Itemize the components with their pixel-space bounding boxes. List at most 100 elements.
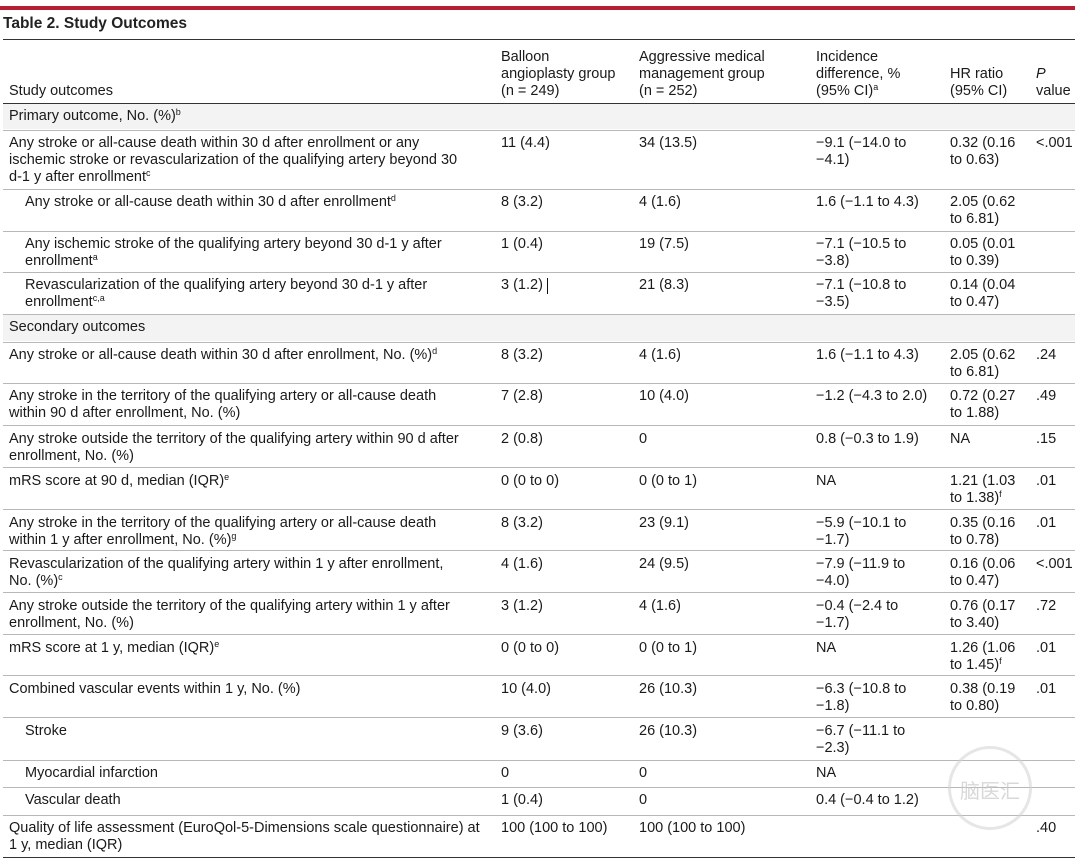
- outcome-label: Vascular death: [25, 792, 121, 808]
- p-value: .49: [1036, 388, 1057, 404]
- header-study-outcomes: Study outcomes: [9, 83, 113, 99]
- row-divider: [3, 717, 1075, 718]
- outcome-label: Any stroke outside the territory of the …: [9, 598, 450, 631]
- header-p-value: P value: [1036, 66, 1071, 99]
- aggressive-value: 0 (0 to 1): [639, 640, 698, 656]
- incidence-value: −6.3 (−10.8 to −1.8): [816, 681, 907, 714]
- outcome-label: Any stroke in the territory of the quali…: [9, 388, 437, 421]
- title-accent-bar: [0, 6, 1075, 10]
- balloon-value: 8 (3.2): [501, 194, 543, 210]
- hr-value: 0.35 (0.16 to 0.78): [950, 515, 1016, 548]
- incidence-value: −7.9 (−11.9 to −4.0): [816, 556, 906, 589]
- aggressive-value: 0: [639, 792, 648, 808]
- footnote-marker: c: [146, 168, 151, 178]
- footnote-marker: e: [214, 639, 220, 649]
- section-heading: Secondary outcomes: [9, 319, 146, 335]
- header-balloon: Balloon angioplasty group (n = 249): [501, 49, 616, 99]
- header-aggressive: Aggressive medical management group (n =…: [639, 49, 765, 99]
- row-divider: [3, 383, 1075, 384]
- row-divider: [3, 467, 1075, 468]
- table-bottom-rule: [3, 857, 1075, 858]
- balloon-value: 3 (1.2): [501, 277, 543, 293]
- outcome-label: Revascularization of the qualifying arte…: [9, 556, 444, 589]
- row-divider: [3, 675, 1075, 676]
- outcome-label: Any stroke or all-cause death within 30 …: [9, 135, 458, 185]
- incidence-value: −0.4 (−2.4 to −1.7): [816, 598, 899, 631]
- footnote-marker: b: [175, 107, 181, 117]
- incidence-value: −1.2 (−4.3 to 2.0): [816, 388, 928, 404]
- outcome-label: Stroke: [25, 723, 67, 739]
- row-divider: [3, 342, 1075, 343]
- balloon-value: 7 (2.8): [501, 388, 543, 404]
- hr-value: 0.72 (0.27 to 1.88): [950, 388, 1016, 421]
- hr-value: 1.26 (1.06 to 1.45)f: [950, 640, 1016, 673]
- balloon-value: 3 (1.2): [501, 598, 543, 614]
- row-divider: [3, 592, 1075, 593]
- aggressive-value: 26 (10.3): [639, 681, 698, 697]
- footnote-marker: c: [58, 572, 63, 582]
- header-bottom-rule: [3, 103, 1075, 104]
- incidence-value: 0.4 (−0.4 to 1.2): [816, 792, 919, 808]
- section-row-bg: [3, 315, 1075, 341]
- incidence-value: NA: [816, 765, 837, 781]
- aggressive-value: 23 (9.1): [639, 515, 689, 531]
- text-cursor: [547, 278, 548, 294]
- hr-value: NA: [950, 431, 971, 447]
- p-value: <.001: [1036, 556, 1073, 572]
- outcome-label: Quality of life assessment (EuroQol-5-Di…: [9, 820, 480, 853]
- incidence-value: 0.8 (−0.3 to 1.9): [816, 431, 919, 447]
- header-hr: HR ratio (95% CI): [950, 66, 1008, 99]
- aggressive-value: 4 (1.6): [639, 598, 681, 614]
- aggressive-value: 100 (100 to 100): [639, 820, 746, 836]
- outcome-label: Any stroke in the territory of the quali…: [9, 515, 437, 548]
- balloon-value: 0 (0 to 0): [501, 640, 560, 656]
- outcome-label: Any ischemic stroke of the qualifying ar…: [25, 236, 442, 269]
- row-divider: [3, 272, 1075, 273]
- outcome-label: Any stroke or all-cause death within 30 …: [9, 346, 438, 364]
- p-value: <.001: [1036, 135, 1073, 151]
- balloon-value: 0 (0 to 0): [501, 473, 560, 489]
- balloon-value: 11 (4.4): [501, 135, 550, 151]
- p-value: .01: [1036, 640, 1057, 656]
- p-value: .24: [1036, 347, 1057, 363]
- outcome-label: Any stroke or all-cause death within 30 …: [25, 193, 396, 211]
- p-value: .01: [1036, 515, 1057, 531]
- section-row-bg: [3, 104, 1075, 129]
- outcome-label: Revascularization of the qualifying arte…: [25, 277, 428, 310]
- hr-value: 0.16 (0.06 to 0.47): [950, 556, 1016, 589]
- p-value: .01: [1036, 681, 1057, 697]
- footnote-marker: g: [231, 531, 237, 541]
- balloon-value: 2 (0.8): [501, 431, 543, 447]
- footnote-marker: f: [999, 656, 1002, 666]
- balloon-value: 10 (4.0): [501, 681, 551, 697]
- balloon-value: 4 (1.6): [501, 556, 543, 572]
- hr-value: 0.38 (0.19 to 0.80): [950, 681, 1016, 714]
- footnote-marker: d: [432, 346, 438, 356]
- incidence-value: −7.1 (−10.5 to −3.8): [816, 236, 907, 269]
- aggressive-value: 0: [639, 431, 648, 447]
- aggressive-value: 0: [639, 765, 648, 781]
- p-value: .40: [1036, 820, 1057, 836]
- row-divider: [3, 550, 1075, 551]
- outcome-label: Myocardial infarction: [25, 765, 158, 781]
- aggressive-value: 21 (8.3): [639, 277, 689, 293]
- footnote-marker: d: [390, 193, 396, 203]
- hr-value: 0.05 (0.01 to 0.39): [950, 236, 1016, 269]
- aggressive-value: 19 (7.5): [639, 236, 689, 252]
- footnote-marker: a: [92, 252, 98, 262]
- watermark-logo: 脑医汇: [948, 746, 1032, 830]
- hr-value: 0.14 (0.04 to 0.47): [950, 277, 1016, 310]
- p-value: .72: [1036, 598, 1057, 614]
- hr-value: 0.32 (0.16 to 0.63): [950, 135, 1016, 168]
- incidence-value: NA: [816, 640, 837, 656]
- balloon-value: 1 (0.4): [501, 792, 543, 808]
- row-divider: [3, 634, 1075, 635]
- balloon-value: 0: [501, 765, 510, 781]
- aggressive-value: 4 (1.6): [639, 347, 681, 363]
- incidence-value: −5.9 (−10.1 to −1.7): [816, 515, 907, 548]
- incidence-value: NA: [816, 473, 837, 489]
- balloon-value: 8 (3.2): [501, 347, 543, 363]
- aggressive-value: 24 (9.5): [639, 556, 689, 572]
- aggressive-value: 34 (13.5): [639, 135, 698, 151]
- hr-value: 0.76 (0.17 to 3.40): [950, 598, 1016, 631]
